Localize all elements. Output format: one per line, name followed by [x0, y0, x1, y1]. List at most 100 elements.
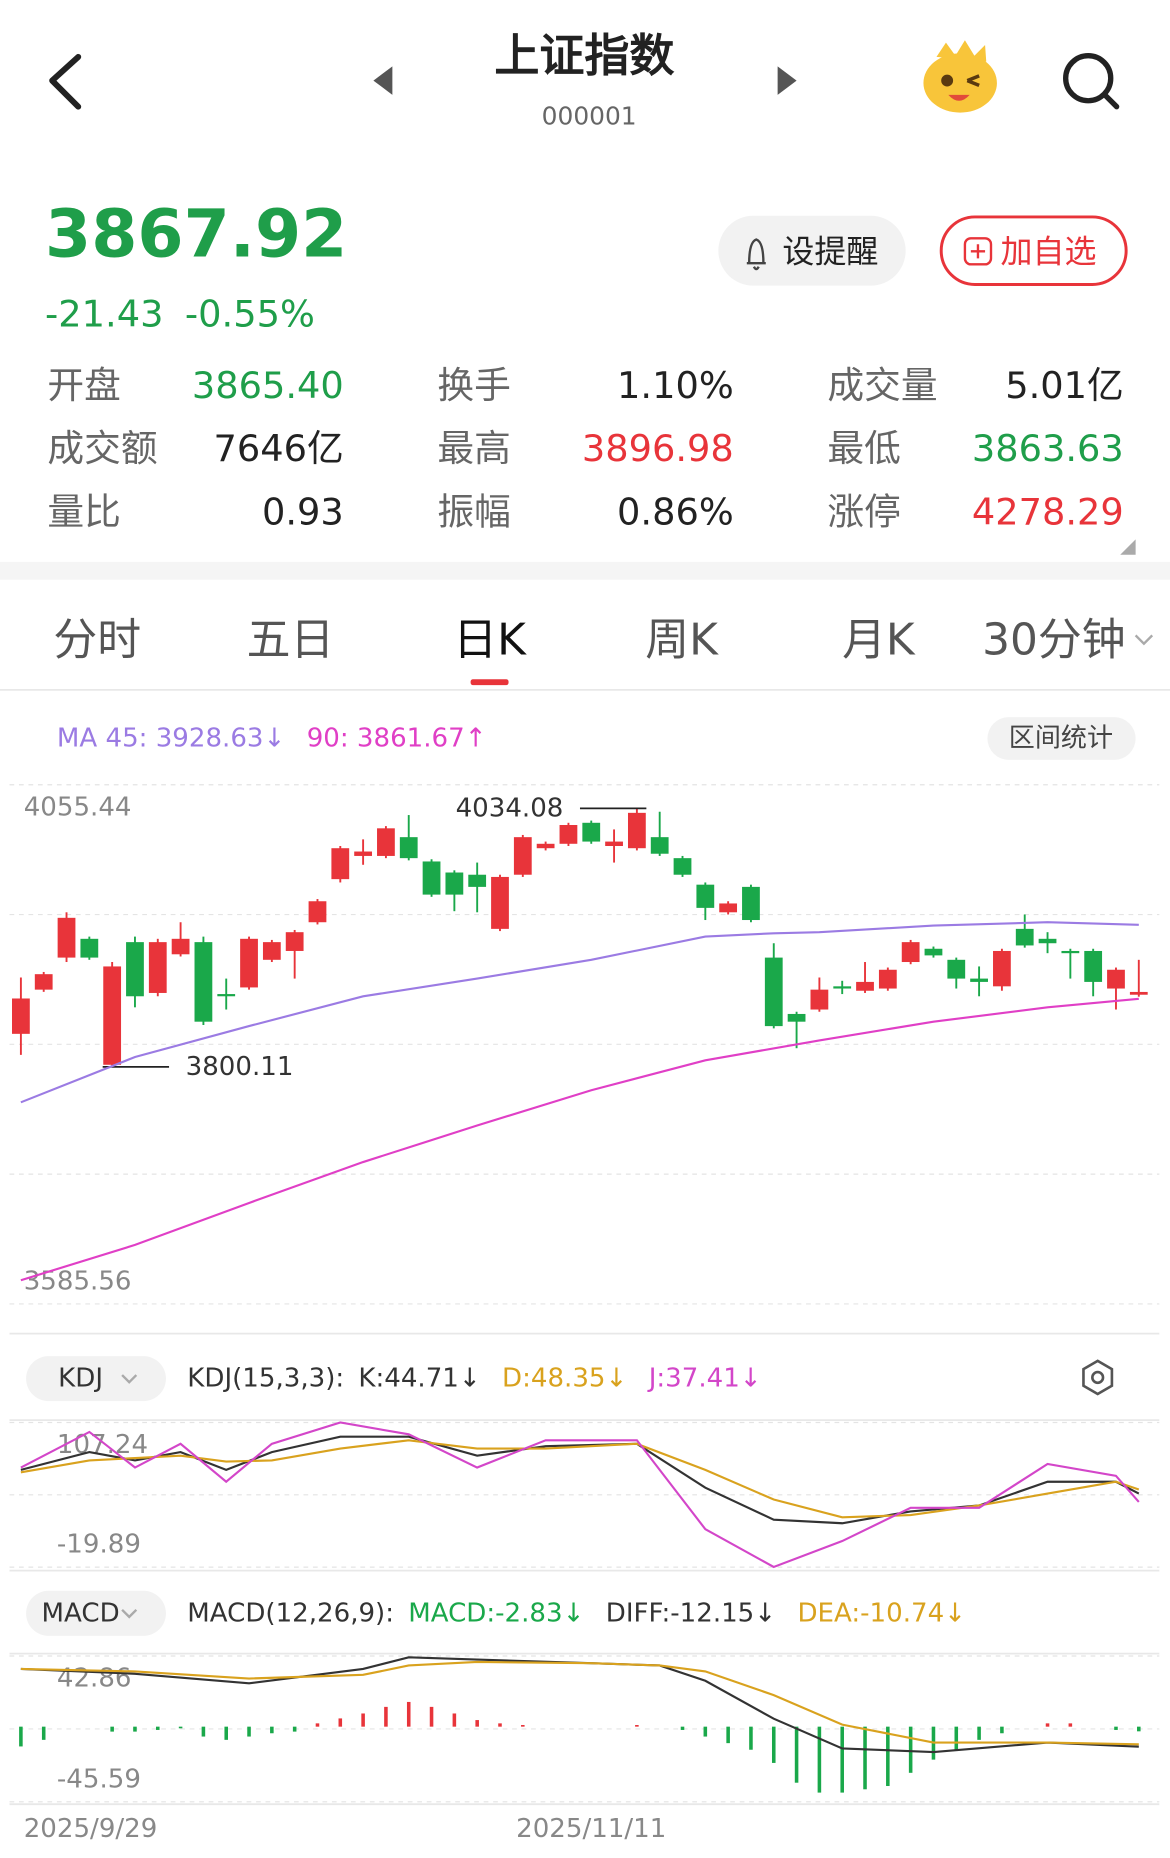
macd-bar: [361, 1713, 365, 1727]
candle-body: [217, 994, 236, 997]
price-change-pct: -0.55%: [185, 293, 315, 336]
indicator-line: [20, 1421, 1140, 1569]
candle-body: [810, 989, 829, 1010]
legend-item: D:48.35↓: [502, 1364, 627, 1394]
candle-body: [993, 950, 1011, 987]
indicator-name: KDJ: [58, 1364, 103, 1394]
stat-label: 换手: [437, 364, 510, 407]
candle-body: [878, 969, 897, 989]
macd-bar: [247, 1726, 251, 1737]
legend-item: DIFF:-12.15↓: [606, 1598, 776, 1628]
macd-bar: [635, 1725, 639, 1727]
stat-label: 最高: [437, 427, 510, 470]
candle-body: [650, 837, 669, 854]
macd-bar: [133, 1726, 137, 1732]
candle-body: [742, 886, 760, 921]
macd-bar: [886, 1726, 890, 1787]
macd-bar: [840, 1726, 844, 1793]
range-stats-button[interactable]: 区间统计: [987, 717, 1136, 760]
indicator-line: [20, 1439, 1140, 1519]
stat-value: 1.10%: [617, 364, 734, 407]
plus-icon-cross: [970, 244, 986, 259]
watchlist-button[interactable]: 加自选: [939, 215, 1128, 286]
macd-bar: [521, 1725, 525, 1727]
candle-body: [856, 981, 874, 991]
stat-label: 振幅: [437, 491, 510, 534]
tab-indicator: [470, 679, 509, 686]
indicator-selector[interactable]: [26, 1590, 166, 1636]
search-button[interactable]: [1063, 53, 1120, 110]
tab[interactable]: 五日: [247, 615, 335, 666]
macd-bar: [315, 1723, 320, 1727]
macd-bar: [1114, 1726, 1118, 1730]
candle-body: [787, 1013, 806, 1022]
candle-body: [673, 858, 692, 875]
macd-bar: [703, 1726, 708, 1737]
candle-body: [194, 942, 213, 1022]
candle-body: [468, 874, 487, 887]
candle-body: [696, 884, 715, 908]
settings-button[interactable]: [1082, 1359, 1114, 1396]
indicator-selector[interactable]: [26, 1356, 166, 1402]
expand-corner[interactable]: [1120, 539, 1136, 555]
legend-item: DEA:-10.74↓: [797, 1598, 966, 1628]
macd-bar: [406, 1701, 411, 1727]
candle-body: [126, 942, 144, 997]
back-button[interactable]: [49, 53, 82, 110]
tab[interactable]: 30分钟: [982, 615, 1125, 666]
candle-body: [901, 942, 920, 963]
macd-bar: [749, 1726, 753, 1750]
macd-bar: [908, 1726, 913, 1773]
indicator-params: KDJ(15,3,3):: [187, 1364, 344, 1394]
tab[interactable]: 日K: [453, 615, 527, 666]
indicator-pill: [26, 1590, 166, 1636]
next-index-button[interactable]: [777, 66, 797, 95]
x-tick-label: 2025/9/29: [24, 1814, 158, 1844]
bell-icon: [746, 238, 766, 271]
candle-body: [1015, 928, 1034, 946]
indicator-params: MACD(12,26,9):: [187, 1598, 394, 1628]
tab[interactable]: 周K: [645, 615, 719, 666]
macd-bar: [156, 1726, 160, 1730]
legend-item: MA 45: 3928.63↓: [57, 724, 285, 754]
candle-body: [764, 957, 783, 1027]
mascot-body: [923, 53, 997, 113]
macd-bar: [292, 1726, 297, 1732]
legend-item: K:44.71↓: [358, 1364, 480, 1394]
macd-bar: [954, 1726, 959, 1750]
alert-button[interactable]: 设提醒: [718, 215, 906, 286]
watchlist-button-bg: [939, 215, 1128, 286]
indicator-line: [20, 997, 1139, 1282]
indicator-line: [20, 921, 1139, 1104]
tab[interactable]: 月K: [842, 615, 916, 666]
stat-label: 成交额: [47, 427, 157, 470]
tab[interactable]: 分时: [53, 615, 141, 666]
mascot-icon[interactable]: [923, 40, 997, 113]
prev-index-button[interactable]: [373, 66, 393, 95]
index-title: 上证指数: [494, 29, 675, 82]
search-lens: [1063, 53, 1114, 104]
stat-value: 3865.40: [192, 364, 344, 407]
candle-body: [12, 998, 30, 1034]
candle-body: [947, 959, 966, 979]
macd-bar: [110, 1726, 114, 1732]
candle-body: [536, 843, 555, 849]
last-price: 3867.92: [45, 195, 347, 273]
macd-bar: [1000, 1726, 1004, 1734]
candle-body: [331, 848, 350, 880]
stat-value: 7646亿: [214, 427, 344, 470]
macd-bar: [429, 1706, 434, 1727]
indicator-line: [20, 1660, 1139, 1746]
range-stats-bg: [987, 717, 1136, 760]
tab-dropdown-chevron[interactable]: [1134, 634, 1154, 646]
macd-bar: [863, 1726, 867, 1790]
stat-label: 量比: [47, 491, 120, 534]
alert-button-label: 设提醒: [782, 232, 878, 270]
candle-body: [582, 822, 601, 842]
mascot-crest: [936, 40, 987, 62]
stat-value: 0.93: [262, 491, 344, 534]
candle-body: [970, 978, 988, 982]
candle-body: [559, 825, 578, 844]
candle-body: [719, 903, 738, 913]
